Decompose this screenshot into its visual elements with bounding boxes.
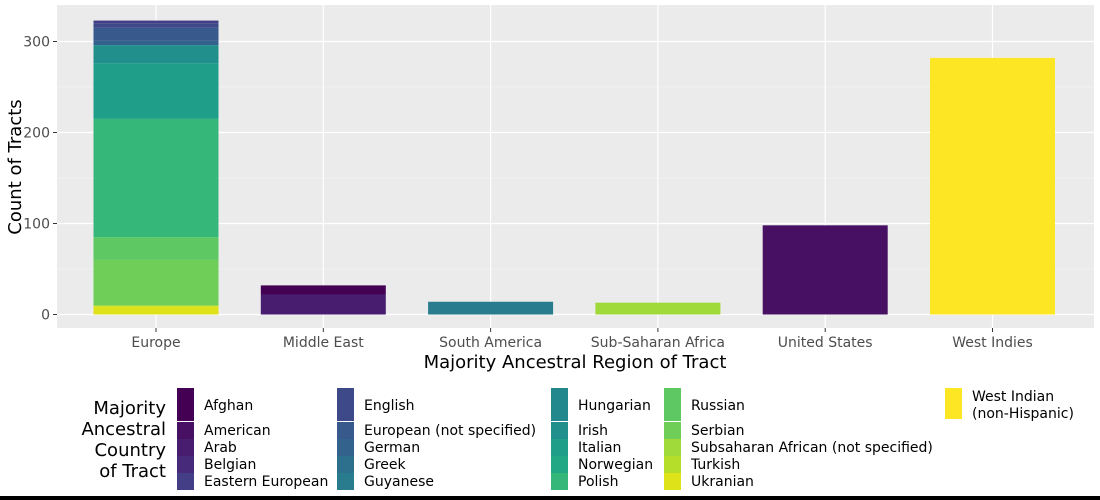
legend-label: American xyxy=(204,423,271,439)
legend-label: Serbian xyxy=(691,423,744,439)
legend-key xyxy=(945,388,962,419)
legend-label: West Indian xyxy=(972,389,1054,405)
bar-segment-south-america-guyanese xyxy=(428,301,554,315)
legend-title-line: Country xyxy=(94,440,166,461)
legend-label: Belgian xyxy=(204,457,256,473)
legend-key xyxy=(337,439,354,456)
bar-segment-europe-italian xyxy=(93,63,219,119)
bar-segment-middle-east-arab xyxy=(260,294,386,315)
legend-label: Hungarian xyxy=(578,398,651,414)
legend-key xyxy=(551,473,568,490)
legend-key xyxy=(177,473,194,490)
bar-segment-europe-turkish xyxy=(93,305,219,307)
legend-key xyxy=(337,456,354,473)
bar-segment-europe-russian xyxy=(93,237,219,260)
legend-title-line: Ancestral xyxy=(81,419,166,440)
bar-segment-europe-polish xyxy=(93,118,219,238)
x-tick-label: United States xyxy=(778,335,873,351)
y-tick-label: 0 xyxy=(41,308,50,324)
plot-panel xyxy=(57,5,1094,328)
legend-key xyxy=(664,439,681,456)
legend-key xyxy=(177,456,194,473)
legend-key xyxy=(177,422,194,439)
y-tick-label: 200 xyxy=(23,126,50,142)
legend-label: (non-Hispanic) xyxy=(972,406,1074,422)
legend-label: Norwegian xyxy=(578,457,653,473)
legend-key xyxy=(177,388,194,421)
legend-key xyxy=(337,473,354,490)
legend-label: Ukranian xyxy=(691,474,754,490)
y-tick-label: 100 xyxy=(23,217,50,233)
bar-segment-europe-english xyxy=(93,23,219,28)
legend-label: Subsaharan African (not specified) xyxy=(691,440,933,456)
legend-key xyxy=(664,422,681,439)
bar-segment-europe-irish xyxy=(93,45,219,64)
legend-label: Russian xyxy=(691,398,745,414)
legend-label: English xyxy=(364,398,415,414)
legend-label: Irish xyxy=(578,423,608,439)
bottom-border xyxy=(0,496,1100,500)
x-tick-label: Europe xyxy=(131,335,180,351)
legend-label: European (not specified) xyxy=(364,423,536,439)
legend-label: Polish xyxy=(578,474,618,490)
legend-label: Arab xyxy=(204,440,237,456)
bars xyxy=(93,20,1055,315)
x-axis-title: Majority Ancestral Region of Tract xyxy=(424,352,727,373)
bar-segment-europe-eastern-european xyxy=(93,20,219,24)
legend-key xyxy=(664,456,681,473)
legend-key xyxy=(551,388,568,421)
legend-key xyxy=(551,422,568,439)
legend-label: Guyanese xyxy=(364,474,434,490)
y-axis-title: Count of Tracts xyxy=(5,99,26,234)
legend-label: Greek xyxy=(364,457,407,473)
x-tick-label: West Indies xyxy=(952,335,1033,351)
legend-key xyxy=(664,473,681,490)
legend-label: Turkish xyxy=(690,457,740,473)
legend-key xyxy=(337,422,354,439)
legend-title-line: of Tract xyxy=(99,461,166,482)
legend-label: Italian xyxy=(578,440,621,456)
legend-key xyxy=(551,456,568,473)
bar-segment-europe-european-not-specified- xyxy=(93,27,219,41)
bar-segment-middle-east-afghan xyxy=(260,285,386,295)
x-tick-label: South America xyxy=(439,335,542,351)
legend-key xyxy=(337,388,354,421)
legend-label: Afghan xyxy=(204,398,253,414)
bar-segment-europe-serbian xyxy=(93,259,219,306)
legend-key xyxy=(177,439,194,456)
legend-title-line: Majority xyxy=(93,398,166,419)
bar-segment-europe-german xyxy=(93,40,219,46)
bar-segment-europe-ukranian xyxy=(93,306,219,315)
legend-label: German xyxy=(364,440,420,456)
bar-segment-sub-saharan-africa-subsaharan-african-not-specified- xyxy=(595,302,721,315)
legend-key xyxy=(551,439,568,456)
axes: 0 100 200 300 Europe Middle East South America… xyxy=(23,35,1033,352)
legend-label: Eastern European xyxy=(204,474,328,490)
x-tick-label: Middle East xyxy=(283,335,364,351)
x-tick-label: Sub-Saharan Africa xyxy=(591,335,725,351)
bar-segment-west-indies-west-indian-non-hispanic- xyxy=(930,57,1055,315)
bar-segment-united-states-american xyxy=(762,225,888,315)
legend-key xyxy=(664,388,681,421)
y-tick-label: 300 xyxy=(23,35,50,51)
